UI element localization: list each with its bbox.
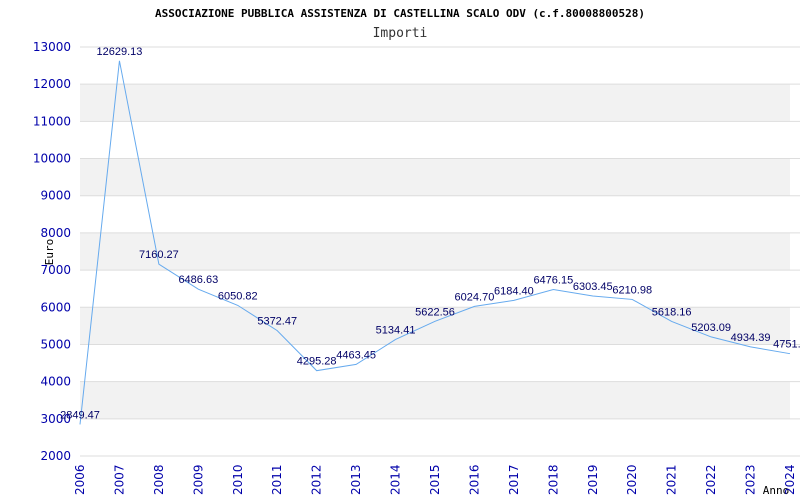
x-tick-label: 2009 bbox=[191, 464, 205, 495]
x-tick-label: 2024 bbox=[783, 464, 797, 495]
data-label: 6184.40 bbox=[494, 285, 534, 297]
grid-band bbox=[80, 381, 790, 419]
chart-subtitle: Importi bbox=[373, 26, 428, 41]
grid-band bbox=[80, 232, 790, 271]
grid-bands bbox=[80, 84, 790, 419]
y-tick-label: 12000 bbox=[33, 77, 71, 91]
y-tick-label: 9000 bbox=[40, 189, 71, 203]
x-tick-label: 2019 bbox=[586, 464, 600, 495]
grid-band bbox=[80, 84, 790, 122]
y-tick-label: 5000 bbox=[40, 337, 71, 351]
y-tick-label: 6000 bbox=[40, 300, 71, 314]
grid-band bbox=[80, 158, 790, 196]
y-tick-label: 3000 bbox=[40, 412, 71, 426]
y-axis-label: Euro bbox=[43, 239, 56, 266]
y-tick-label: 8000 bbox=[40, 226, 71, 240]
data-label: 6024.70 bbox=[455, 291, 495, 303]
x-tick-label: 2020 bbox=[625, 464, 639, 495]
y-tick-labels: 2000 3000 4000 5000 6000 7000 8000 9000 10000 110… bbox=[33, 40, 71, 463]
data-label: 12629.13 bbox=[96, 46, 142, 58]
chart-title: ASSOCIAZIONE PUBBLICA ASSISTENZA DI CAST… bbox=[155, 7, 645, 20]
x-tick-label: 2023 bbox=[744, 464, 758, 495]
x-axis-label: Anno bbox=[763, 484, 790, 497]
data-label: 6050.82 bbox=[218, 290, 258, 302]
data-label: 5622.56 bbox=[415, 306, 455, 318]
grid-band bbox=[80, 307, 790, 345]
x-tick-label: 2007 bbox=[112, 464, 126, 495]
x-tick-label: 2018 bbox=[546, 464, 560, 495]
data-label: 5203.09 bbox=[691, 322, 731, 334]
x-tick-label: 2017 bbox=[507, 464, 521, 495]
x-tick-label: 2021 bbox=[665, 464, 679, 495]
x-tick-label: 2015 bbox=[428, 464, 442, 495]
x-tick-label: 2013 bbox=[349, 464, 363, 495]
data-label: 7160.27 bbox=[139, 249, 179, 261]
x-tick-label: 2006 bbox=[73, 464, 87, 495]
y-tick-label: 4000 bbox=[40, 375, 71, 389]
x-tick-label: 2011 bbox=[270, 464, 284, 495]
data-label: 6210.98 bbox=[612, 284, 652, 296]
x-tick-labels: 2006 2007 2008 2009 2010 2011 2012 2013 2014 2015… bbox=[73, 464, 797, 495]
data-label: 5134.41 bbox=[376, 324, 416, 336]
x-tick-label: 2016 bbox=[467, 464, 481, 495]
data-label: 2849.47 bbox=[60, 409, 100, 421]
x-tick-label: 2010 bbox=[231, 464, 245, 495]
y-tick-label: 13000 bbox=[33, 40, 71, 54]
x-tick-label: 2008 bbox=[152, 464, 166, 495]
y-tick-label: 2000 bbox=[40, 449, 71, 463]
data-label: 4751.8 bbox=[773, 339, 800, 351]
data-label: 6486.63 bbox=[178, 274, 218, 286]
x-tick-label: 2014 bbox=[389, 464, 403, 495]
data-label: 4463.45 bbox=[336, 349, 376, 361]
data-label: 5618.16 bbox=[652, 306, 692, 318]
data-label: 4295.28 bbox=[297, 356, 337, 368]
data-label: 6476.15 bbox=[533, 275, 573, 287]
x-tick-label: 2012 bbox=[310, 464, 324, 495]
grid-lines bbox=[80, 46, 800, 457]
y-tick-label: 11000 bbox=[33, 114, 71, 128]
series-line bbox=[79, 60, 791, 425]
data-label: 5372.47 bbox=[257, 316, 297, 328]
x-tick-label: 2022 bbox=[704, 464, 718, 495]
y-tick-label: 7000 bbox=[40, 263, 71, 277]
data-label: 6303.45 bbox=[573, 281, 613, 293]
data-label: 4934.39 bbox=[731, 332, 771, 344]
y-tick-label: 10000 bbox=[33, 152, 71, 166]
